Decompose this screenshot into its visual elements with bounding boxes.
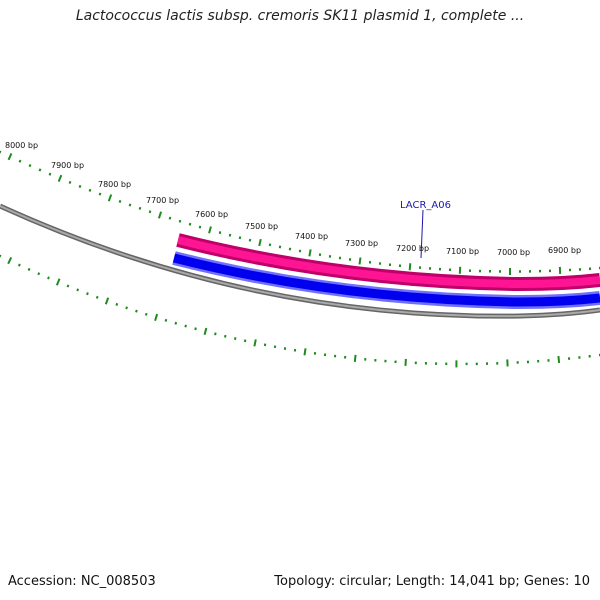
tick-label-7300: 7300 bp bbox=[345, 239, 378, 248]
outer-minor-tick bbox=[48, 172, 52, 176]
inner-major-tick bbox=[154, 313, 159, 322]
inner-minor-tick bbox=[184, 324, 187, 328]
inner-minor-tick bbox=[115, 302, 119, 306]
inner-minor-tick bbox=[243, 339, 247, 343]
outer-minor-tick bbox=[148, 210, 152, 214]
inner-major-tick bbox=[55, 278, 61, 286]
tick-label-6900: 6900 bp bbox=[548, 246, 581, 255]
outer-minor-tick bbox=[218, 231, 222, 235]
tick-label-7200: 7200 bp bbox=[396, 244, 429, 253]
inner-minor-tick bbox=[95, 295, 99, 299]
inner-major-tick bbox=[353, 354, 357, 362]
tick-label-8000: 8000 bp bbox=[5, 141, 38, 150]
inner-minor-tick bbox=[37, 272, 41, 276]
outer-minor-tick bbox=[68, 180, 72, 184]
inner-major-tick bbox=[253, 339, 257, 347]
inner-minor-tick bbox=[194, 327, 197, 331]
outer-minor-tick bbox=[38, 168, 42, 172]
outer-minor-tick bbox=[88, 188, 92, 192]
tick-label-7900: 7900 bp bbox=[51, 161, 84, 170]
inner-minor-tick bbox=[0, 254, 2, 258]
outer-major-tick bbox=[408, 263, 412, 271]
inner-minor-tick bbox=[233, 337, 237, 340]
inner-minor-tick bbox=[144, 312, 148, 316]
outer-minor-tick bbox=[248, 238, 252, 242]
outer-minor-tick bbox=[138, 206, 142, 210]
gene-label-lacr-a06: LACR_A06 bbox=[400, 200, 451, 211]
inner-minor-tick bbox=[135, 309, 138, 313]
outer-minor-tick bbox=[198, 225, 202, 229]
outer-minor-tick bbox=[118, 199, 122, 203]
inner-minor-tick bbox=[125, 306, 128, 310]
genome-stats-label: Topology: circular; Length: 14,041 bp; G… bbox=[274, 574, 590, 589]
outer-major-tick bbox=[107, 194, 113, 202]
outer-minor-tick bbox=[78, 184, 82, 188]
outer-major-tick bbox=[7, 153, 13, 161]
tick-label-7600: 7600 bp bbox=[195, 210, 228, 219]
inner-minor-tick bbox=[17, 263, 21, 267]
tick-label-7800: 7800 bp bbox=[98, 180, 131, 189]
outer-minor-tick bbox=[128, 203, 132, 207]
outer-major-tick bbox=[157, 211, 163, 219]
outer-major-tick bbox=[358, 257, 362, 265]
inner-minor-tick bbox=[27, 267, 31, 272]
outer-minor-tick bbox=[28, 164, 32, 168]
outer-major-tick bbox=[57, 174, 63, 182]
outer-minor-tick bbox=[168, 216, 172, 220]
inner-major-tick bbox=[104, 297, 110, 305]
outer-minor-tick bbox=[278, 245, 282, 249]
tick-label-7000: 7000 bp bbox=[497, 248, 530, 257]
outer-minor-tick bbox=[268, 243, 272, 247]
inner-minor-tick bbox=[76, 288, 80, 292]
tick-label-group: 8000 bp 7900 bp 7800 bp 7700 bp 7600 bp 7500 … bbox=[5, 141, 581, 257]
inner-minor-tick bbox=[164, 318, 168, 322]
inner-major-tick bbox=[203, 327, 208, 336]
outer-minor-tick bbox=[98, 192, 102, 196]
outer-minor-tick bbox=[18, 159, 22, 163]
inner-minor-tick bbox=[66, 284, 70, 288]
outer-major-tick bbox=[308, 249, 312, 257]
backbone-highlight bbox=[0, 205, 600, 318]
forward-feature-core bbox=[177, 236, 600, 289]
tick-label-7400: 7400 bp bbox=[295, 232, 328, 241]
gene-label-leader bbox=[420, 209, 424, 259]
inner-minor-tick bbox=[214, 332, 217, 336]
tick-label-7700: 7700 bp bbox=[146, 196, 179, 205]
outer-minor-tick bbox=[228, 233, 232, 237]
tick-label-7100: 7100 bp bbox=[446, 247, 479, 256]
inner-major-tick bbox=[557, 355, 561, 364]
outer-major-tick bbox=[258, 238, 262, 247]
outer-minor-tick bbox=[0, 150, 2, 154]
inner-tick-ring bbox=[0, 254, 600, 368]
map-title: Lactococcus lactis subsp. cremoris SK11 … bbox=[75, 8, 525, 24]
outer-major-tick bbox=[208, 226, 212, 234]
outer-minor-tick bbox=[238, 236, 242, 240]
reverse-feature-core bbox=[172, 253, 600, 307]
inner-major-tick bbox=[303, 348, 307, 356]
inner-minor-tick bbox=[224, 334, 227, 338]
inner-minor-tick bbox=[174, 321, 178, 325]
accession-label: Accession: NC_008503 bbox=[8, 574, 156, 589]
tick-label-7500: 7500 bp bbox=[245, 222, 278, 231]
inner-minor-tick bbox=[86, 292, 89, 296]
outer-minor-tick bbox=[178, 219, 182, 223]
outer-minor-tick bbox=[188, 222, 192, 226]
inner-major-tick bbox=[7, 256, 13, 265]
inner-minor-tick bbox=[47, 276, 50, 280]
outer-tick-ring bbox=[0, 150, 600, 276]
